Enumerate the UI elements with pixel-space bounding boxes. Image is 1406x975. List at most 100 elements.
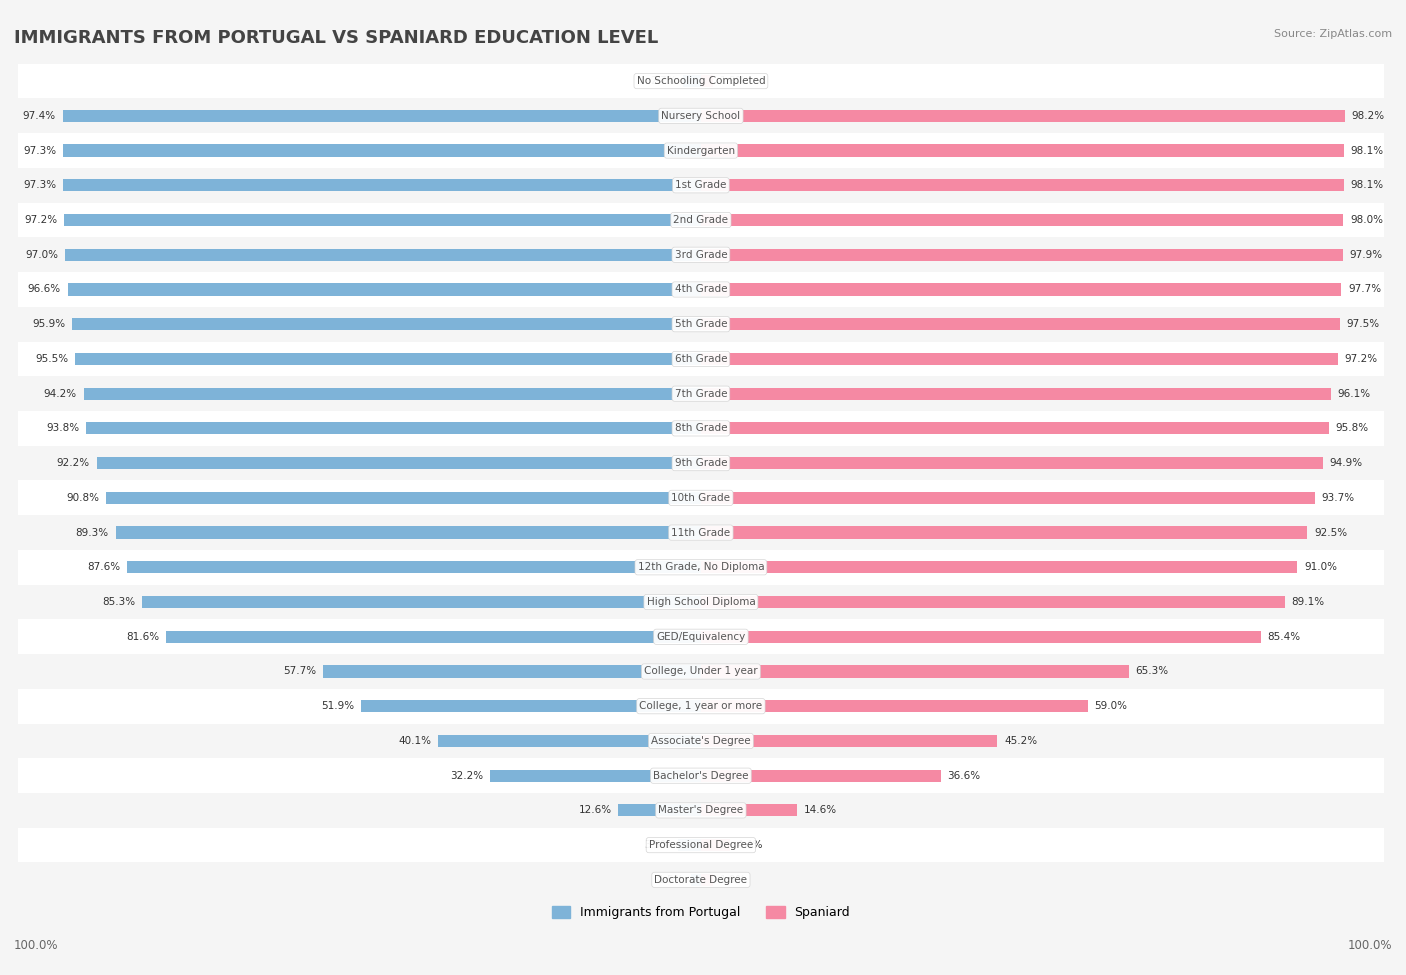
Bar — [702, 491, 1315, 504]
Text: 85.4%: 85.4% — [1267, 632, 1301, 642]
Bar — [18, 723, 1384, 759]
Bar — [18, 515, 1384, 550]
Bar — [18, 134, 1384, 168]
Text: 89.1%: 89.1% — [1292, 597, 1324, 607]
Text: 12th Grade, No Diploma: 12th Grade, No Diploma — [637, 563, 765, 572]
Bar — [18, 168, 1384, 203]
Text: 45.2%: 45.2% — [1004, 736, 1038, 746]
Text: 92.2%: 92.2% — [56, 458, 90, 468]
Text: Nursery School: Nursery School — [661, 111, 741, 121]
Bar — [83, 388, 702, 400]
Bar — [63, 144, 702, 157]
Text: 81.6%: 81.6% — [127, 632, 159, 642]
Text: 95.9%: 95.9% — [32, 319, 66, 330]
Bar — [18, 341, 1384, 376]
Text: 98.1%: 98.1% — [1351, 145, 1384, 156]
Text: No Schooling Completed: No Schooling Completed — [637, 76, 765, 86]
Bar — [702, 562, 1298, 573]
Bar — [702, 839, 730, 851]
Text: 1st Grade: 1st Grade — [675, 180, 727, 190]
Text: 92.5%: 92.5% — [1315, 527, 1347, 537]
Text: GED/Equivalency: GED/Equivalency — [657, 632, 745, 642]
Text: 98.2%: 98.2% — [1351, 111, 1385, 121]
Text: 57.7%: 57.7% — [283, 667, 316, 677]
Text: High School Diploma: High School Diploma — [647, 597, 755, 607]
Text: 3.5%: 3.5% — [644, 840, 671, 850]
Bar — [18, 481, 1384, 515]
Text: 5th Grade: 5th Grade — [675, 319, 727, 330]
Bar — [127, 562, 702, 573]
Text: IMMIGRANTS FROM PORTUGAL VS SPANIARD EDUCATION LEVEL: IMMIGRANTS FROM PORTUGAL VS SPANIARD EDU… — [14, 29, 658, 47]
Bar — [18, 237, 1384, 272]
Bar — [323, 665, 702, 678]
Bar — [18, 689, 1384, 723]
Text: Bachelor's Degree: Bachelor's Degree — [654, 770, 748, 781]
Bar — [702, 874, 713, 886]
Text: 97.2%: 97.2% — [24, 215, 58, 225]
Bar — [72, 318, 702, 331]
Text: 36.6%: 36.6% — [948, 770, 981, 781]
Text: College, Under 1 year: College, Under 1 year — [644, 667, 758, 677]
Bar — [692, 874, 702, 886]
Bar — [439, 735, 702, 747]
Bar — [18, 759, 1384, 793]
Text: 98.0%: 98.0% — [1350, 215, 1384, 225]
Text: 97.3%: 97.3% — [24, 145, 56, 156]
Text: 3rd Grade: 3rd Grade — [675, 250, 727, 259]
Text: 100.0%: 100.0% — [14, 939, 59, 953]
Text: 59.0%: 59.0% — [1094, 701, 1128, 711]
Text: 95.5%: 95.5% — [35, 354, 67, 364]
Bar — [18, 307, 1384, 341]
Bar — [142, 596, 702, 608]
Text: 4th Grade: 4th Grade — [675, 285, 727, 294]
Bar — [702, 75, 713, 87]
Bar — [97, 457, 702, 469]
Bar — [489, 769, 702, 782]
Bar — [702, 769, 941, 782]
Text: 94.9%: 94.9% — [1330, 458, 1362, 468]
Bar — [702, 318, 1340, 331]
Text: 87.6%: 87.6% — [87, 563, 120, 572]
Bar — [75, 353, 702, 365]
Bar — [18, 550, 1384, 585]
Bar — [702, 249, 1343, 261]
Text: 94.2%: 94.2% — [44, 389, 77, 399]
Bar — [65, 249, 702, 261]
Bar — [702, 214, 1343, 226]
Bar — [18, 863, 1384, 897]
Bar — [63, 179, 702, 191]
Text: 97.3%: 97.3% — [24, 180, 56, 190]
Text: Kindergarten: Kindergarten — [666, 145, 735, 156]
Text: Source: ZipAtlas.com: Source: ZipAtlas.com — [1274, 29, 1392, 39]
Bar — [702, 284, 1341, 295]
Bar — [702, 596, 1285, 608]
Bar — [702, 353, 1339, 365]
Text: 85.3%: 85.3% — [101, 597, 135, 607]
Bar — [361, 700, 702, 713]
Text: 95.8%: 95.8% — [1336, 423, 1369, 434]
Bar — [86, 422, 702, 435]
Bar — [702, 179, 1344, 191]
Text: 89.3%: 89.3% — [76, 527, 108, 537]
Text: 2nd Grade: 2nd Grade — [673, 215, 728, 225]
Text: Professional Degree: Professional Degree — [648, 840, 754, 850]
Text: 98.1%: 98.1% — [1351, 180, 1384, 190]
Bar — [67, 284, 702, 295]
Bar — [63, 214, 702, 226]
Text: 96.1%: 96.1% — [1337, 389, 1371, 399]
Bar — [702, 735, 997, 747]
Bar — [702, 110, 1344, 122]
Bar — [18, 619, 1384, 654]
Bar — [105, 491, 702, 504]
Legend: Immigrants from Portugal, Spaniard: Immigrants from Portugal, Spaniard — [547, 901, 855, 924]
Text: 40.1%: 40.1% — [398, 736, 432, 746]
Text: 51.9%: 51.9% — [321, 701, 354, 711]
Text: 97.5%: 97.5% — [1347, 319, 1379, 330]
Text: 14.6%: 14.6% — [803, 805, 837, 815]
Text: Associate's Degree: Associate's Degree — [651, 736, 751, 746]
Bar — [18, 98, 1384, 134]
Bar — [702, 631, 1261, 643]
Text: Doctorate Degree: Doctorate Degree — [654, 875, 748, 885]
Text: 65.3%: 65.3% — [1136, 667, 1168, 677]
Text: 2.7%: 2.7% — [650, 76, 676, 86]
